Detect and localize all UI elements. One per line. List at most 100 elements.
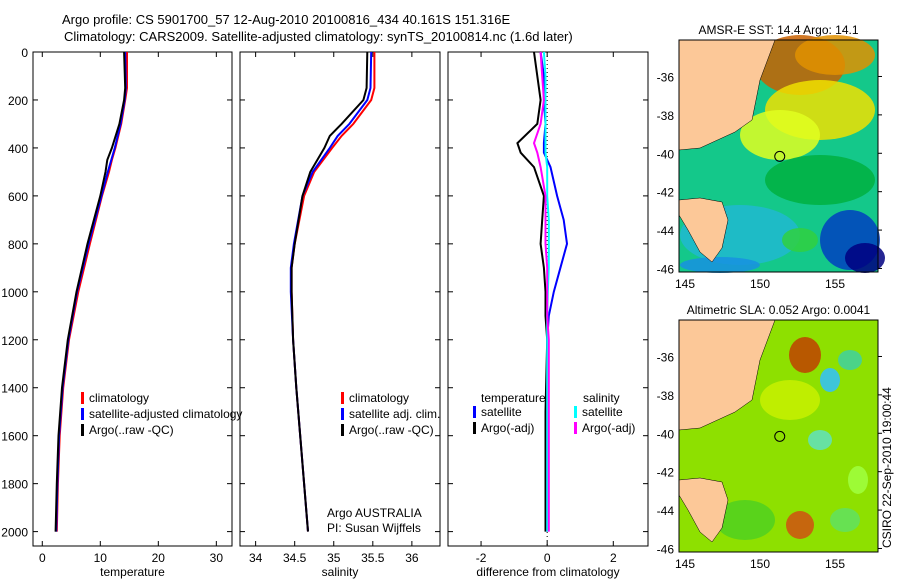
map-frame [678,39,879,273]
x-tick-label: 34.5 [283,551,307,565]
map-field-blob [845,243,885,273]
argo-position-marker [774,430,786,442]
annotation-text: Argo AUSTRALIA [327,506,422,520]
plot-frame [239,51,441,547]
map-sst [678,35,885,273]
x-tick-label: 0 [544,551,551,565]
series-line-argo-raw-qc- [54,51,127,532]
legend-title: salinity [583,391,620,405]
map-y-tick-label: -36 [657,70,675,84]
map-title: AMSR-E SST: 14.4 Argo: 14.1 [698,23,858,37]
map-y-tick-label: -44 [657,504,675,518]
y-tick-label: 1000 [1,286,28,300]
map-field-blob [838,350,862,370]
series-line-salinity-satellite [542,51,550,532]
y-tick-label: 1600 [1,430,28,444]
legend-swatch [81,424,84,436]
legend-label: Argo(-adj) [582,421,635,435]
map-field-blob [830,508,860,532]
legend-title: temperature [481,391,546,405]
x-tick-label: 36 [405,551,419,565]
series-line-salinity-argo-adj- [532,51,550,532]
y-tick-label: 0 [21,46,28,60]
map-x-tick-label: 150 [750,277,770,291]
argo-position-marker [774,150,786,162]
annotation-text: PI: Susan Wijffels [327,521,421,535]
plot-frame [32,51,233,547]
map-field-blob [795,35,875,75]
title-line-2: Climatology: CARS2009. Satellite-adjuste… [64,29,573,44]
y-tick-label: 1800 [1,478,28,492]
map-field-blob [740,110,820,160]
legend-label: satellite-adjusted climatology [89,407,242,421]
map-x-tick-label: 150 [750,557,770,571]
map-y-tick-label: -46 [657,262,675,276]
legend-swatch [341,424,344,436]
map-field-blob [789,337,821,373]
map-y-tick-label: -42 [657,186,675,200]
legend-label: Argo(..raw -QC) [89,423,174,437]
map-field-blob [786,511,814,539]
map-y-tick-label: -36 [657,350,675,364]
legend-swatch [574,422,577,434]
legend-label: satellite [582,405,623,419]
map-frame [678,319,879,553]
land-mainland [678,39,776,151]
map-y-tick-label: -42 [657,466,675,480]
legend-swatch [574,406,577,418]
y-tick-label: 400 [8,142,28,156]
legend-swatch [81,392,84,404]
map-sla [678,319,882,553]
map-field-blob [715,500,775,540]
map-field-blob [848,466,868,494]
legend-swatch [473,422,476,434]
series-line-argo-raw-qc- [290,51,369,532]
map-y-tick-label: -46 [657,542,675,556]
x-tick-label: 35.5 [361,551,385,565]
x-tick-label: -2 [476,551,487,565]
x-tick-label: 34 [249,551,263,565]
x-axis-label: difference from climatology [476,565,619,579]
map-field-blob [680,257,760,273]
land-tasmania [678,197,729,263]
y-tick-label: 1200 [1,334,28,348]
x-axis-label: salinity [322,565,359,579]
map-field-blob [808,430,832,450]
map-field-blob [760,380,820,420]
legend-swatch [473,406,476,418]
land-tasmania [678,477,729,543]
plot-frame [447,51,649,547]
x-tick-label: 2 [610,551,617,565]
map-y-tick-label: -44 [657,224,675,238]
map-x-tick-label: 145 [675,277,695,291]
land-mainland [678,319,776,431]
map-y-tick-label: -40 [657,427,675,441]
series-line-satellite-adjusted-climatology [55,51,127,532]
legend-swatch [341,408,344,420]
map-field-blob [820,368,840,392]
legend-label: Argo(..raw -QC) [349,423,434,437]
legend-label: Argo(-adj) [481,421,534,435]
map-y-tick-label: -38 [657,389,675,403]
x-tick-label: 0 [39,551,46,565]
map-title: Altimetric SLA: 0.052 Argo: 0.0041 [687,303,871,317]
series-line-climatology [55,52,128,532]
credit-label: CSIRO 22-Sep-2010 19:00:44 [880,387,894,548]
series-line-temperature-argo-adj- [516,51,549,532]
map-x-tick-label: 155 [825,557,845,571]
legend-label: climatology [89,391,149,405]
y-tick-label: 2000 [1,526,28,540]
x-axis-label: temperature [100,565,165,579]
x-tick-label: 35 [327,551,341,565]
legend-swatch [81,408,84,420]
x-tick-label: 20 [152,551,166,565]
y-tick-label: 600 [8,190,28,204]
x-tick-label: 10 [94,551,108,565]
map-y-tick-label: -38 [657,109,675,123]
legend-label: satellite adj. clim. [349,407,440,421]
legend-label: satellite [481,405,522,419]
map-y-tick-label: -40 [657,147,675,161]
title-line-1: Argo profile: CS 5901700_57 12-Aug-2010 … [62,12,511,27]
series-line-climatology [290,52,376,532]
